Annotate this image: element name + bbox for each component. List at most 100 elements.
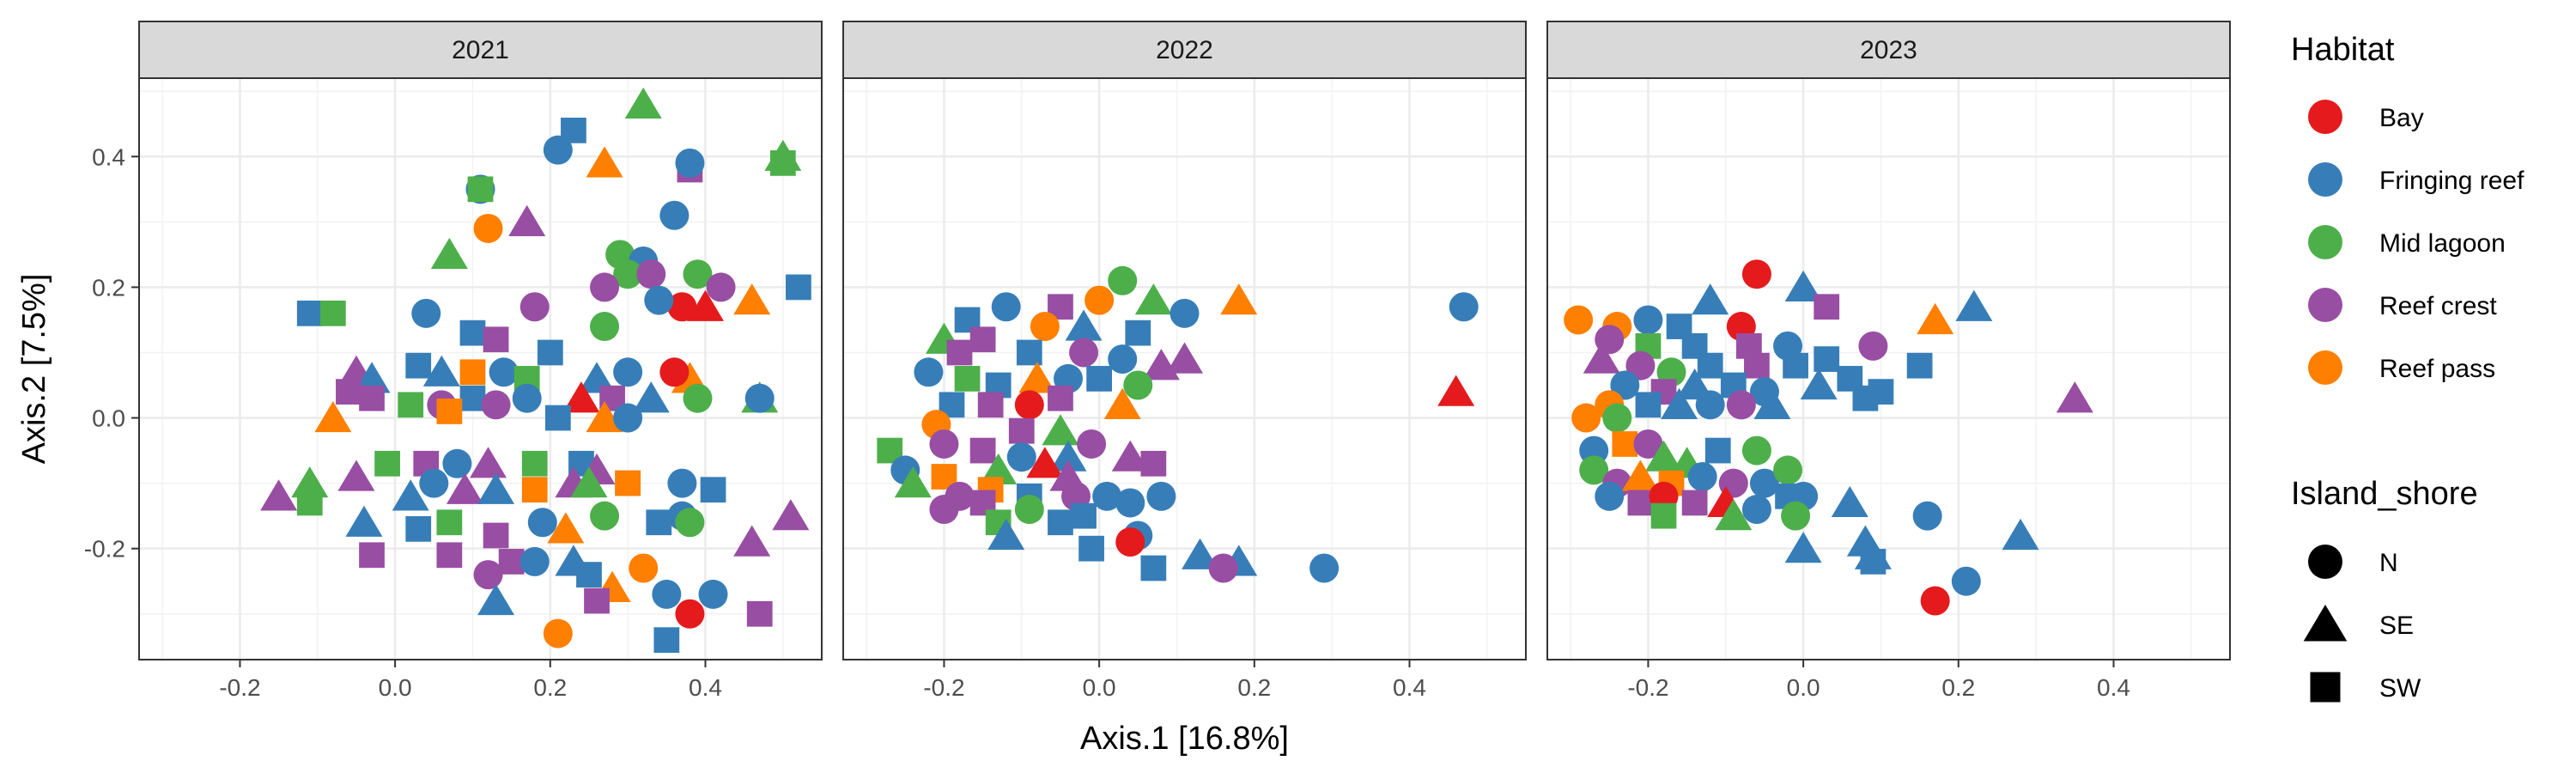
data-point: [359, 385, 385, 411]
data-point: [459, 320, 486, 346]
data-point: [442, 448, 472, 478]
x-tick-label: 0.4: [2097, 674, 2130, 701]
data-point: [1084, 285, 1115, 315]
panel-grid: [1547, 78, 2230, 660]
data-point: [653, 627, 680, 654]
data-point: [706, 272, 736, 302]
data-point: [1784, 270, 1822, 302]
data-point: [584, 587, 610, 614]
data-point: [319, 300, 346, 326]
data-point: [543, 618, 573, 648]
data-point: [521, 450, 548, 477]
data-point: [470, 447, 507, 478]
data-point: [436, 542, 463, 569]
facet-strip: [1546, 21, 2231, 79]
data-point: [1111, 440, 1149, 472]
data-point: [473, 213, 503, 243]
data-point: [629, 553, 659, 583]
data-point: [914, 357, 944, 387]
y-tick-label: 0.4: [92, 143, 125, 170]
data-point: [1704, 437, 1731, 464]
data-point: [615, 470, 641, 496]
data-point: [1814, 346, 1840, 372]
data-point: [1115, 488, 1145, 518]
data-point: [483, 326, 509, 353]
data-point: [946, 339, 973, 366]
data-point: [1726, 390, 1756, 420]
data-point: [675, 508, 705, 538]
data-point: [578, 362, 616, 393]
facet-strip: [138, 21, 823, 79]
data-point: [1781, 501, 1811, 531]
data-point: [1741, 495, 1771, 525]
legend-key: [2310, 672, 2341, 703]
data-point: [1583, 342, 1620, 374]
panel-border: [138, 77, 823, 660]
axes: -0.2 0.0 0.2 0.4 Axis.1 [16.8%] Axis.2 [7.5%]: [16, 143, 1289, 757]
data-point: [1140, 450, 1167, 477]
data-point: [1086, 366, 1112, 392]
legend-key: [2308, 225, 2342, 259]
data-point: [1108, 265, 1138, 295]
data-point: [1753, 387, 1791, 419]
data-point: [1741, 435, 1771, 466]
data-point: [405, 352, 432, 379]
data-point: [894, 466, 932, 498]
legend-label: N: [2379, 549, 2398, 577]
facet-strip-label: 2022: [1156, 36, 1213, 64]
data-point: [477, 583, 515, 616]
data-point: [1146, 481, 1176, 511]
data-point: [1920, 586, 1950, 616]
data-point: [586, 146, 623, 178]
panel-border: [842, 77, 1527, 660]
x-tick-label: 0.0: [1787, 674, 1820, 701]
data-point: [1627, 490, 1654, 516]
data-point: [374, 450, 400, 477]
y-tick-label: 0.2: [92, 274, 125, 301]
data-point: [1008, 417, 1035, 444]
data-point: [1071, 502, 1097, 529]
data-point: [659, 357, 690, 387]
data-point: [675, 599, 705, 629]
data-point: [519, 546, 550, 576]
data-point: [667, 292, 697, 322]
x-tick-label: 0.4: [689, 674, 722, 701]
data-point: [473, 560, 503, 590]
data-point: [1625, 350, 1656, 380]
data-point: [1715, 499, 1753, 531]
data-point: [1014, 495, 1044, 525]
data-point: [1165, 342, 1204, 374]
panel-grid: [843, 78, 1526, 660]
data-point: [543, 135, 573, 165]
data-point: [1650, 502, 1677, 529]
legend-label: SW: [2379, 674, 2421, 703]
data-point: [1048, 385, 1073, 411]
data-point: [613, 357, 643, 387]
data-point: [436, 399, 463, 424]
legend-item: SE: [2303, 605, 2414, 642]
data-point: [1115, 527, 1145, 557]
data-point: [508, 204, 546, 236]
y-tick-label: 0.0: [92, 405, 125, 432]
data-point: [1917, 302, 1954, 335]
data-point: [562, 381, 600, 413]
data-point: [436, 509, 463, 536]
data-point: [1744, 352, 1770, 379]
data-point: [929, 429, 959, 459]
data-point: [1208, 553, 1238, 583]
data-point: [991, 292, 1021, 322]
legend-item: Mid lagoon: [2308, 225, 2506, 259]
data-point: [547, 512, 585, 544]
data-point: [675, 148, 705, 178]
data-point: [1681, 490, 1708, 516]
data-point: [980, 453, 1018, 485]
x-tick-label: -0.2: [923, 674, 964, 701]
data-point: [422, 355, 460, 386]
data-point: [353, 362, 391, 393]
data-point: [1134, 283, 1172, 315]
data-point: [1579, 455, 1609, 485]
data-point: [700, 477, 726, 503]
facet-strip-label: 2023: [1860, 36, 1917, 64]
data-point: [698, 579, 728, 609]
